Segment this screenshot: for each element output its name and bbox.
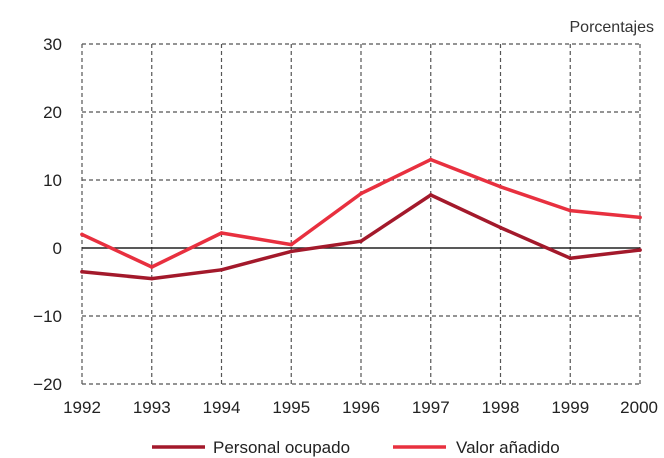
data-point: [638, 215, 642, 220]
y-tick-label: 0: [53, 239, 62, 258]
data-point: [289, 242, 294, 247]
unit-label: Porcentajes: [570, 19, 655, 36]
legend-label: Valor añadido: [456, 438, 560, 457]
data-point: [359, 191, 363, 196]
data-point: [359, 239, 363, 243]
data-point: [289, 249, 294, 254]
data-point: [219, 267, 224, 272]
data-point: [638, 248, 642, 252]
data-point: [219, 231, 224, 235]
data-point: [149, 265, 154, 269]
data-point: [80, 270, 84, 274]
x-tick-label: 1994: [203, 398, 241, 417]
grid: [81, 43, 641, 385]
x-tick-label: 1998: [482, 398, 520, 417]
y-tick-label: −20: [33, 375, 62, 394]
data-point: [568, 256, 573, 261]
x-tick-label: 1996: [342, 398, 380, 417]
series-group: [80, 157, 642, 281]
y-tick-label: 20: [43, 103, 62, 122]
x-tick-label: 1999: [551, 398, 589, 417]
x-tick-label: 1992: [63, 398, 101, 417]
data-point: [80, 232, 84, 237]
y-tick-label: −10: [33, 307, 62, 326]
data-point: [149, 276, 154, 281]
data-point: [498, 225, 503, 230]
x-tick-label: 1995: [272, 398, 310, 417]
data-point: [428, 193, 433, 197]
x-axis-ticks: 1992 1993 1994 1995 1996 1997 1998 1999 2000: [63, 398, 658, 417]
y-axis-ticks: 30 20 10 0 −10 −20: [33, 35, 62, 394]
data-point: [498, 185, 503, 189]
data-point: [428, 157, 433, 162]
legend-label: Personal ocupado: [213, 438, 350, 457]
y-tick-label: 30: [43, 35, 62, 54]
x-tick-label: 1997: [412, 398, 450, 417]
x-tick-label: 1993: [133, 398, 171, 417]
legend: Personal ocupado Valor añadido: [152, 438, 560, 457]
data-point: [568, 208, 573, 213]
x-tick-label: 2000: [620, 398, 658, 417]
y-tick-label: 10: [43, 171, 62, 190]
